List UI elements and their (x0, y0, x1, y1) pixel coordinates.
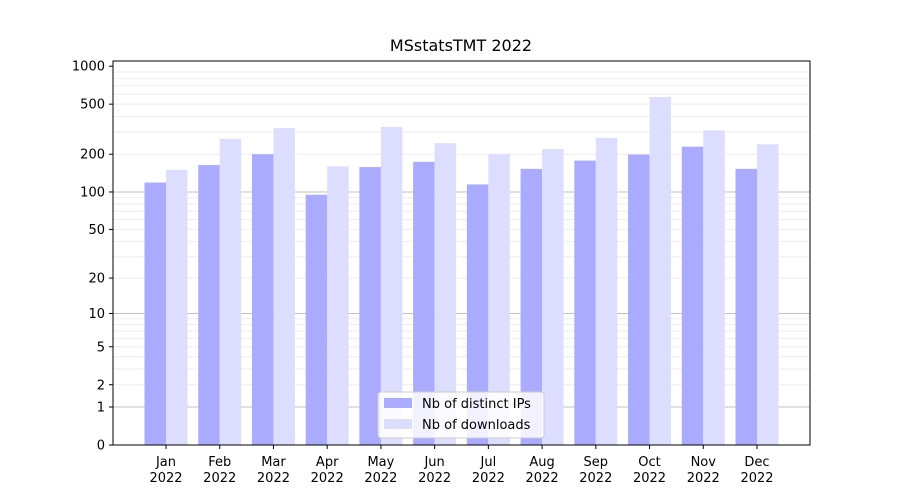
x-tick-label: Sep (584, 455, 609, 470)
x-tick-label-year: 2022 (740, 471, 773, 486)
legend-label-ips: Nb of distinct IPs (422, 397, 531, 412)
x-tick-label-year: 2022 (257, 471, 290, 486)
x-tick-label: Nov (691, 455, 717, 470)
x-tick-label-year: 2022 (418, 471, 451, 486)
bar-ips (466, 184, 489, 446)
bar-downloads (327, 166, 349, 445)
x-tick-label-year: 2022 (687, 471, 720, 486)
y-tick-label: 50 (88, 223, 105, 238)
y-tick-label: 1 (97, 400, 105, 415)
bar-downloads (649, 96, 672, 446)
legend-swatch-downloads (384, 419, 412, 429)
bar-downloads (542, 149, 564, 446)
y-tick-label: 5 (97, 340, 105, 355)
bar-ips (628, 154, 650, 446)
x-tick-label: May (367, 455, 394, 470)
y-tick-label: 100 (80, 185, 105, 200)
x-tick-label: Jun (423, 455, 444, 470)
x-tick-label: Apr (316, 455, 339, 470)
y-tick-label: 0 (97, 439, 105, 454)
legend-box (377, 391, 545, 439)
bar-downloads (757, 144, 779, 445)
bar-ips (413, 161, 435, 445)
x-tick-label: Feb (208, 455, 231, 470)
bar-downloads (219, 138, 242, 445)
y-tick-label: 2 (97, 378, 105, 393)
legend: Nb of distinct IPs Nb of downloads (377, 391, 545, 439)
plot-frame (112, 60, 811, 446)
x-tick-label-year: 2022 (203, 471, 236, 486)
x-tick-label: Oct (638, 455, 660, 470)
bar-downloads (595, 137, 618, 445)
x-tick-label-year: 2022 (526, 471, 559, 486)
x-tick-label: Jul (480, 455, 497, 470)
chart-title: MSstatsTMT 2022 (390, 36, 532, 55)
x-tick-label-year: 2022 (364, 471, 397, 486)
y-tick-label: 10 (88, 307, 105, 322)
bar-ips (359, 167, 381, 446)
bar-downloads (434, 143, 457, 445)
bar-ips (305, 194, 328, 445)
bar-ips (520, 168, 543, 446)
y-tick-label: 20 (88, 272, 105, 287)
y-axis: 0 1 2 5 10 20 50 100 200 500 1000 (72, 60, 113, 454)
x-tick-label-year: 2022 (579, 471, 612, 486)
x-tick-label-year: 2022 (149, 471, 182, 486)
bar-ips (574, 160, 596, 445)
legend-label-downloads: Nb of downloads (422, 418, 531, 433)
bar-ips (681, 146, 704, 445)
bar-downloads (380, 126, 403, 445)
x-tick-label-year: 2022 (472, 471, 505, 486)
y-tick-label: 200 (80, 148, 105, 163)
x-tick-label: Dec (744, 455, 769, 470)
bar-downloads (273, 128, 295, 445)
x-tick-label-year: 2022 (633, 471, 666, 486)
x-tick-label: Aug (529, 455, 554, 470)
x-tick-label: Jan (155, 455, 176, 470)
x-axis: Jan2022Feb2022Mar2022Apr2022May2022Jun20… (149, 445, 774, 486)
bar-downloads (703, 130, 725, 446)
y-tick-label: 500 (80, 98, 105, 113)
bar-ips (251, 154, 274, 446)
x-tick-label: Mar (261, 455, 286, 470)
bar-downloads (166, 169, 188, 445)
legend-swatch-ips (384, 398, 412, 408)
bars (144, 96, 779, 446)
y-tick-label: 1000 (72, 60, 105, 75)
x-tick-label-year: 2022 (311, 471, 344, 486)
bar-ips (144, 182, 166, 445)
bar-ips (198, 165, 220, 446)
bar-downloads (488, 154, 510, 446)
bar-ips (735, 168, 757, 446)
